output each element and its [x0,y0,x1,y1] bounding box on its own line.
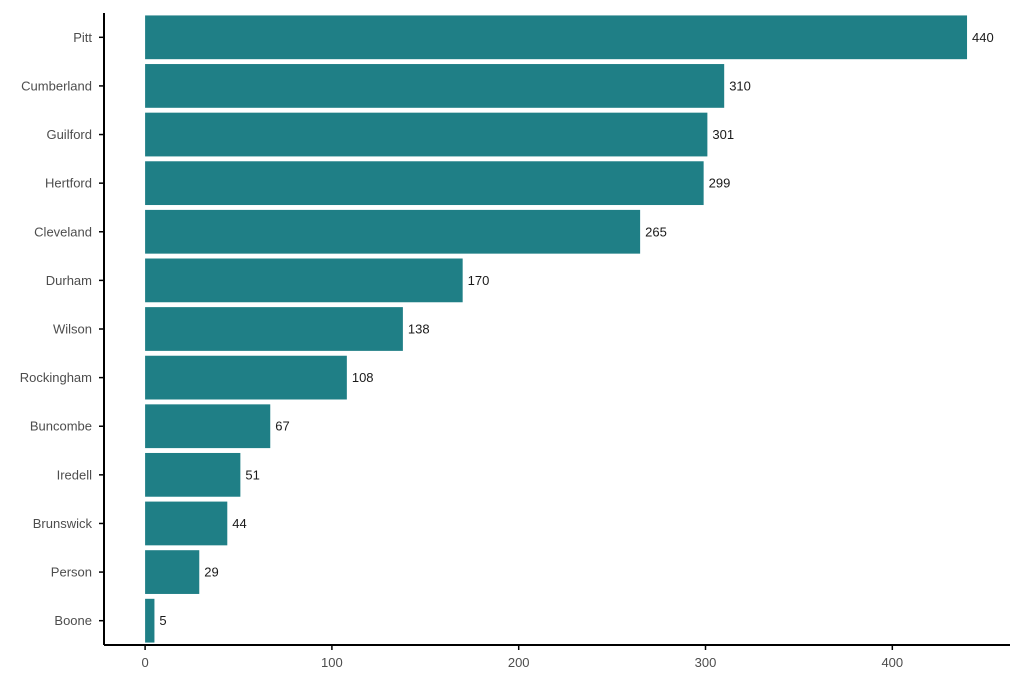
y-tick-label-boone: Boone [54,613,92,628]
y-axis: Pitt Cumberland Guilford Hertford Cleveland D… [20,13,105,645]
data-label-guilford: 301 [712,127,734,142]
y-tick-label-buncombe: Buncombe [30,419,92,434]
data-label-cleveland: 265 [645,224,667,239]
bar-cleveland [145,209,641,254]
data-label-iredell: 51 [245,467,259,482]
data-label-hertford: 299 [709,176,731,191]
y-tick-label-pitt: Pitt [73,30,92,45]
x-tick-label-0: 0 [141,655,148,670]
data-label-person: 29 [204,565,218,580]
data-label-cumberland: 310 [729,78,751,93]
bar-cumberland [145,64,725,108]
y-tick-label-hertford: Hertford [45,176,92,191]
data-label-buncombe: 67 [275,419,289,434]
bar-hertford [145,161,704,206]
y-tick-label-person: Person [51,565,92,580]
y-tick-label-rockingham: Rockingham [20,370,92,385]
y-tick-label-durham: Durham [46,273,92,288]
data-labels-group: 440 310 301 299 265 170 138 108 67 51 44 29 5 [159,30,993,628]
x-tick-label-300: 300 [695,655,717,670]
y-tick-label-brunswick: Brunswick [33,516,93,531]
x-tick-label-400: 400 [881,655,903,670]
data-label-brunswick: 44 [232,516,246,531]
y-tick-label-wilson: Wilson [53,322,92,337]
data-label-rockingham: 108 [352,370,374,385]
bar-pitt [145,15,968,60]
bar-iredell [145,452,241,497]
data-label-durham: 170 [468,273,490,288]
x-axis: 0 100 200 300 400 [104,644,1010,670]
data-label-wilson: 138 [408,322,430,337]
bar-boone [145,598,155,643]
y-tick-label-guilford: Guilford [46,127,92,142]
data-label-boone: 5 [159,613,166,628]
y-tick-label-cumberland: Cumberland [21,78,92,93]
bar-rockingham [145,355,347,400]
bar-guilford [145,112,708,157]
data-label-pitt: 440 [972,30,994,45]
y-tick-label-iredell: Iredell [57,467,93,482]
bar-brunswick [145,501,228,546]
bar-buncombe [145,404,271,449]
bar-person [145,550,200,594]
y-tick-label-cleveland: Cleveland [34,224,92,239]
bar-wilson [145,307,403,351]
bars-group [145,15,968,643]
bar-durham [145,258,463,303]
x-tick-label-200: 200 [508,655,530,670]
x-tick-label-100: 100 [321,655,343,670]
